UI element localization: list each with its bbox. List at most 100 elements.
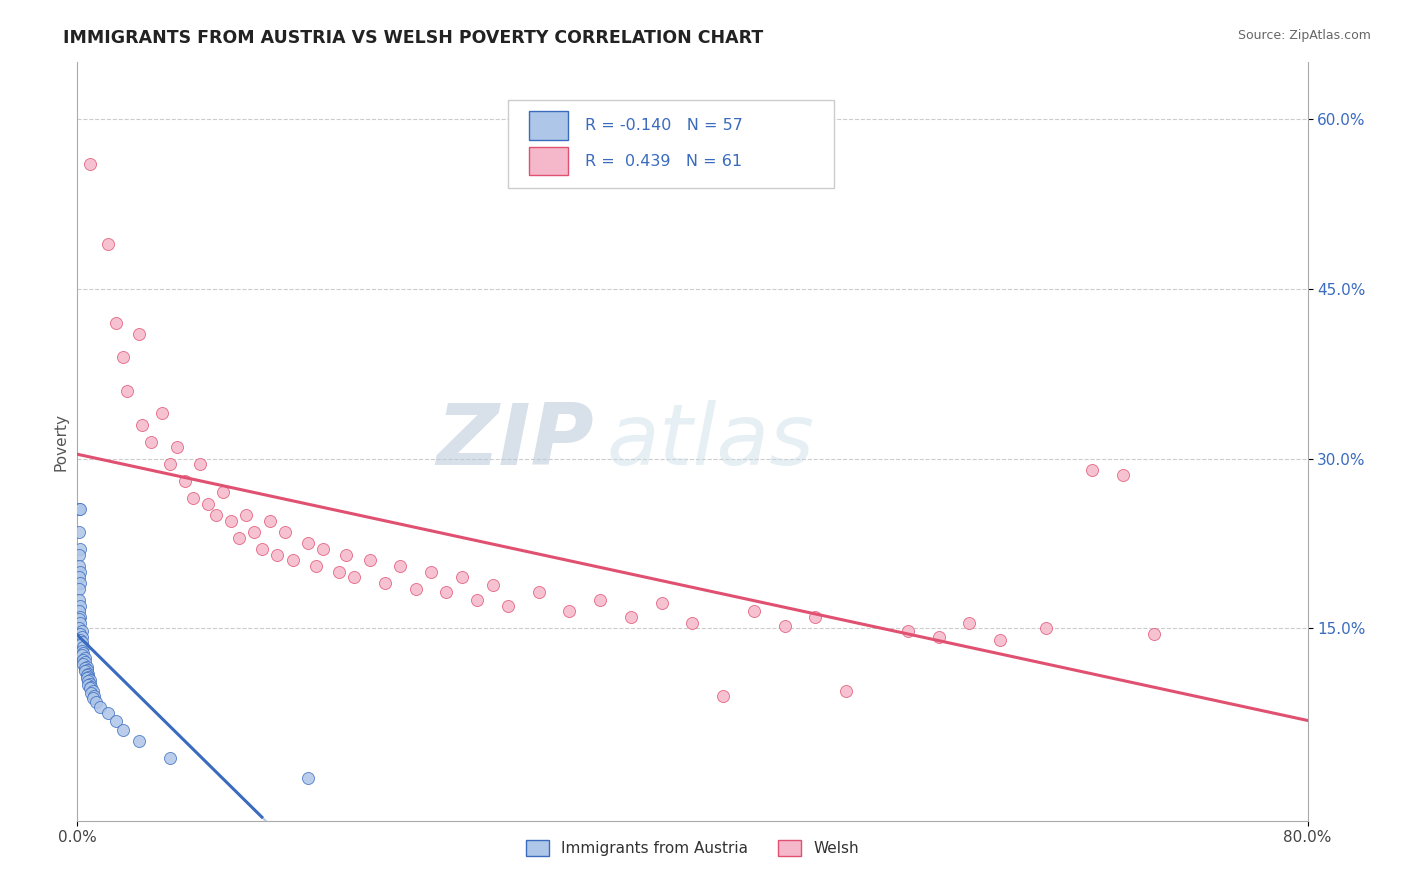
Point	[436, 585, 458, 599]
Point	[420, 565, 443, 579]
Point	[72, 653, 94, 667]
Point	[70, 624, 93, 638]
Point	[69, 632, 91, 647]
Point	[84, 695, 107, 709]
Point	[159, 751, 181, 765]
Point	[67, 612, 90, 626]
Point	[69, 576, 91, 591]
Point	[297, 536, 319, 550]
Point	[131, 417, 153, 432]
Point	[1035, 621, 1057, 635]
Point	[212, 485, 235, 500]
Point	[67, 570, 90, 584]
Point	[73, 665, 96, 679]
Point	[328, 565, 350, 579]
Text: R =  0.439   N = 61: R = 0.439 N = 61	[585, 153, 742, 169]
Point	[82, 691, 104, 706]
Point	[243, 524, 266, 539]
Point	[73, 655, 96, 669]
Point	[77, 670, 100, 684]
Point	[77, 674, 100, 689]
Point	[77, 678, 100, 692]
Point	[166, 440, 188, 454]
Point	[1081, 463, 1104, 477]
Text: R = -0.140   N = 57: R = -0.140 N = 57	[585, 118, 744, 133]
Point	[1112, 468, 1135, 483]
Point	[69, 638, 91, 652]
Point	[82, 683, 104, 698]
Point	[128, 326, 150, 341]
Point	[76, 671, 98, 685]
Point	[67, 548, 90, 562]
Point	[70, 635, 93, 649]
Y-axis label: Poverty: Poverty	[53, 412, 69, 471]
Point	[67, 524, 90, 539]
Point	[897, 624, 920, 638]
Point	[159, 457, 181, 471]
Point	[711, 689, 734, 703]
Point	[72, 646, 94, 660]
Point	[97, 706, 120, 720]
Point	[67, 593, 90, 607]
Point	[405, 582, 427, 596]
Point	[73, 650, 96, 665]
Point	[80, 686, 103, 700]
Point	[79, 673, 101, 688]
Point	[773, 619, 796, 633]
Point	[115, 384, 138, 398]
Point	[79, 676, 101, 690]
Point	[76, 659, 98, 673]
Point	[589, 593, 612, 607]
Point	[266, 548, 288, 562]
Point	[70, 630, 93, 644]
Text: Source: ZipAtlas.com: Source: ZipAtlas.com	[1237, 29, 1371, 42]
Point	[297, 771, 319, 785]
Point	[465, 593, 488, 607]
Bar	[529, 111, 568, 140]
Point	[69, 615, 91, 630]
Point	[97, 236, 120, 251]
Point	[69, 599, 91, 613]
Point	[274, 524, 297, 539]
Text: atlas: atlas	[606, 400, 814, 483]
Point	[112, 350, 135, 364]
Point	[72, 657, 94, 672]
Point	[742, 604, 765, 618]
Point	[141, 434, 163, 449]
Point	[112, 723, 135, 738]
Point	[67, 559, 90, 574]
Bar	[529, 146, 568, 176]
Point	[259, 514, 281, 528]
Text: IMMIGRANTS FROM AUSTRIA VS WELSH POVERTY CORRELATION CHART: IMMIGRANTS FROM AUSTRIA VS WELSH POVERTY…	[63, 29, 763, 46]
Point	[69, 542, 91, 557]
Point	[527, 585, 550, 599]
Legend: Immigrants from Austria, Welsh: Immigrants from Austria, Welsh	[520, 834, 865, 863]
Point	[104, 714, 127, 728]
Point	[359, 553, 381, 567]
Point	[496, 599, 519, 613]
Point	[620, 610, 643, 624]
Point	[312, 542, 335, 557]
Point	[188, 457, 212, 471]
Point	[250, 542, 273, 557]
Point	[72, 640, 94, 655]
Point	[67, 582, 90, 596]
Point	[76, 667, 98, 681]
Point	[69, 565, 91, 579]
Point	[150, 406, 173, 420]
Point	[343, 570, 366, 584]
Point	[389, 559, 412, 574]
Point	[69, 502, 91, 516]
Point	[682, 615, 704, 630]
Point	[73, 661, 96, 675]
Point	[835, 683, 858, 698]
Point	[67, 604, 90, 618]
Point	[204, 508, 226, 522]
Point	[69, 627, 91, 641]
Point	[957, 615, 980, 630]
Point	[374, 576, 396, 591]
Point	[1143, 627, 1166, 641]
Point	[89, 700, 111, 714]
Point	[67, 621, 90, 635]
Point	[988, 632, 1011, 647]
